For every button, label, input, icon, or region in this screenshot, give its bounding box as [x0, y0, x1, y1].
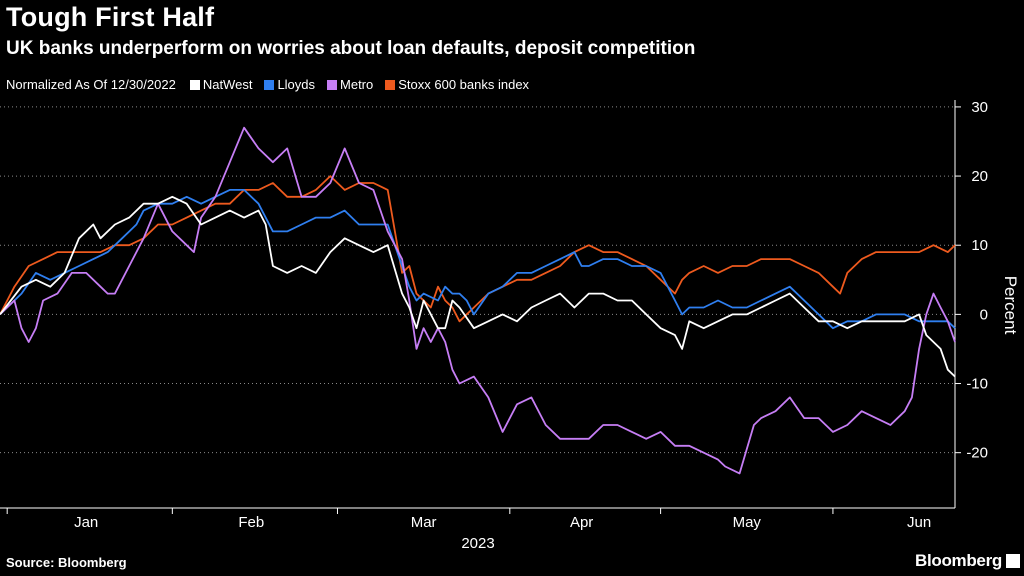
y-tick-label: 0: [980, 306, 988, 323]
source-note: Source: Bloomberg: [6, 555, 127, 570]
legend-swatch-metro: [327, 79, 338, 90]
legend-label-lloyds: Lloyds: [277, 77, 316, 92]
normalization-note: Normalized As Of 12/30/2022: [6, 77, 176, 92]
x-tick-label: May: [733, 514, 762, 531]
y-tick-label: 10: [971, 237, 988, 254]
brand-logo-text: Bloomberg: [914, 551, 1002, 570]
x-tick-label: Jun: [907, 514, 931, 531]
legend-label-natwest: NatWest: [202, 77, 253, 92]
y-tick-label: 20: [971, 168, 988, 185]
y-tick-label: -20: [966, 445, 988, 462]
chart-subtitle: UK banks underperform on worries about l…: [6, 38, 696, 59]
series-line-lloyds: [0, 189, 956, 330]
series-line-stoxx-600-banks-index: [0, 175, 956, 323]
chart-legend: Normalized As Of 12/30/2022 NatWest Lloy…: [6, 77, 541, 92]
x-tick-label: Jan: [74, 514, 98, 531]
chart-title: Tough First Half: [6, 2, 215, 32]
series-line-metro: [0, 126, 956, 475]
legend-swatch-stoxx: [385, 79, 396, 90]
brand-mark-icon: [1006, 554, 1020, 568]
legend-swatch-lloyds: [264, 79, 275, 90]
x-tick-label: Feb: [238, 514, 264, 531]
legend-label-metro: Metro: [340, 77, 374, 92]
y-axis-title: Percent: [1001, 276, 1020, 335]
legend-label-stoxx: Stoxx 600 banks index: [398, 77, 530, 92]
legend-swatch-natwest: [189, 79, 200, 90]
legend-item-natwest: NatWest: [189, 77, 253, 92]
y-tick-label: -10: [966, 376, 988, 393]
x-axis-title: 2023: [461, 535, 494, 552]
y-tick-label: 30: [971, 99, 988, 116]
legend-item-lloyds: Lloyds: [264, 77, 315, 92]
legend-item-stoxx: Stoxx 600 banks index: [385, 77, 529, 92]
x-tick-label: Apr: [570, 514, 593, 531]
legend-item-metro: Metro: [327, 77, 373, 92]
series-line-natwest: [0, 195, 956, 378]
x-tick-label: Mar: [411, 514, 437, 531]
